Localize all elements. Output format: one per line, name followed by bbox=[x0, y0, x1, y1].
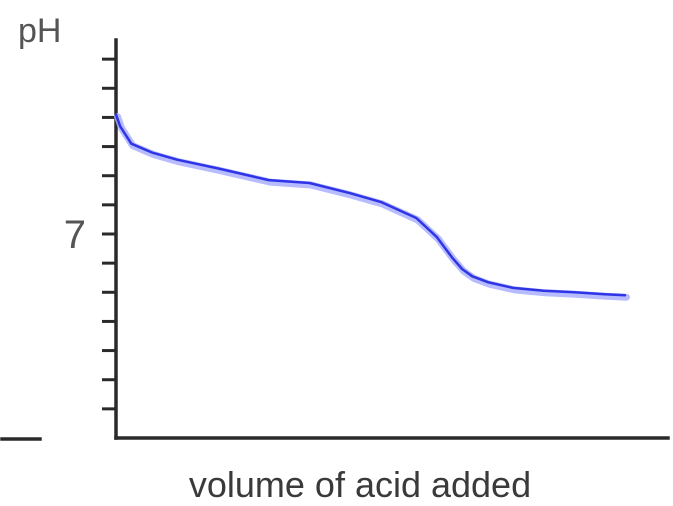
axes bbox=[0, 38, 670, 441]
series-line-highlight bbox=[114, 113, 630, 301]
series-group bbox=[114, 113, 630, 301]
y-tick-label: 7 bbox=[64, 213, 86, 257]
y-axis-ticks bbox=[102, 57, 116, 411]
series-line bbox=[114, 113, 627, 297]
y-axis-tick-labels: 7 bbox=[64, 213, 86, 257]
x-axis-label: volume of acid added bbox=[189, 464, 531, 505]
y-axis-label: pH bbox=[18, 12, 61, 50]
